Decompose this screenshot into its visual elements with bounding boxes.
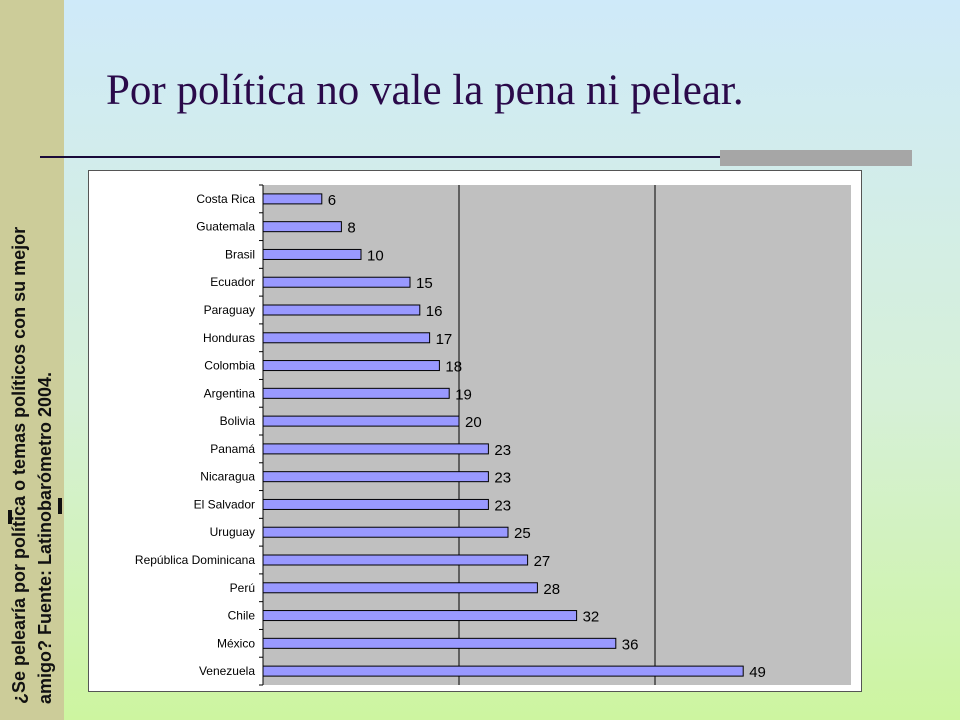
category-label: Argentina bbox=[204, 386, 256, 400]
data-label: 6 bbox=[328, 192, 336, 209]
category-label: Colombia bbox=[204, 359, 255, 373]
bar bbox=[262, 443, 489, 455]
bar bbox=[262, 276, 411, 288]
bar-chart: Costa Rica 6 Guatemala 8 Brasil 10 Ecuador 15 Pa… bbox=[135, 184, 851, 686]
data-label: 49 bbox=[749, 664, 766, 681]
data-label: 28 bbox=[543, 581, 560, 598]
data-label: 8 bbox=[347, 220, 355, 237]
data-label: 32 bbox=[583, 609, 600, 626]
data-label: 25 bbox=[514, 525, 531, 542]
bar bbox=[262, 415, 460, 427]
category-label: Paraguay bbox=[204, 303, 255, 317]
data-label: 36 bbox=[622, 636, 639, 653]
title-rule-accent bbox=[720, 150, 912, 166]
data-label: 27 bbox=[534, 553, 551, 570]
slide-title: Por política no vale la pena ni pelear. bbox=[106, 67, 744, 114]
bar bbox=[262, 360, 440, 372]
category-label: Venezuela bbox=[199, 664, 255, 678]
category-label: El Salvador bbox=[194, 497, 255, 511]
category-label: Ecuador bbox=[210, 275, 255, 289]
bar bbox=[262, 387, 450, 399]
bar bbox=[262, 498, 489, 510]
category-label: Honduras bbox=[203, 331, 255, 345]
category-label: Costa Rica bbox=[196, 192, 255, 206]
data-label: 23 bbox=[494, 470, 511, 487]
bar bbox=[262, 304, 421, 316]
bar bbox=[262, 526, 509, 538]
title-rule bbox=[40, 156, 912, 158]
category-label: Chile bbox=[228, 609, 256, 623]
side-caption: ¿Se pelearía por política o temas políti… bbox=[0, 62, 64, 712]
data-label: 23 bbox=[494, 442, 511, 459]
data-label: 17 bbox=[436, 331, 453, 348]
category-label: México bbox=[217, 636, 255, 650]
bar bbox=[262, 637, 617, 649]
data-label: 15 bbox=[416, 275, 433, 292]
data-label: 19 bbox=[455, 386, 472, 403]
category-label: Brasil bbox=[225, 247, 255, 261]
data-label: 18 bbox=[445, 359, 462, 376]
bar bbox=[262, 665, 744, 677]
bar bbox=[262, 554, 529, 566]
chart-frame: Costa Rica 6 Guatemala 8 Brasil 10 Ecuador 15 Pa… bbox=[88, 170, 862, 692]
side-caption-line-2: amigo? Fuente: Latinobarómetro 2004. bbox=[35, 371, 55, 704]
side-caption-line-1: ¿Se pelearía por política o temas políti… bbox=[9, 226, 29, 704]
bar bbox=[262, 582, 538, 594]
data-label: 23 bbox=[494, 497, 511, 514]
category-label: Panamá bbox=[210, 442, 255, 456]
category-label: Bolivia bbox=[220, 414, 256, 428]
data-label: 16 bbox=[426, 303, 443, 320]
category-label: Guatemala bbox=[196, 220, 255, 234]
data-label: 10 bbox=[367, 247, 384, 264]
plot-area bbox=[263, 185, 851, 685]
category-label: Nicaragua bbox=[200, 470, 255, 484]
bar bbox=[262, 610, 578, 622]
bar bbox=[262, 221, 342, 233]
category-label: Perú bbox=[230, 581, 255, 595]
bar bbox=[262, 193, 323, 205]
bar bbox=[262, 248, 362, 260]
side-band bbox=[0, 0, 64, 720]
side-marker-2 bbox=[58, 498, 62, 514]
side-marker-1 bbox=[8, 510, 12, 524]
bar bbox=[262, 471, 489, 483]
bar bbox=[262, 332, 431, 344]
category-label: República Dominicana bbox=[135, 553, 255, 567]
data-label: 20 bbox=[465, 414, 482, 431]
category-label: Uruguay bbox=[210, 525, 255, 539]
